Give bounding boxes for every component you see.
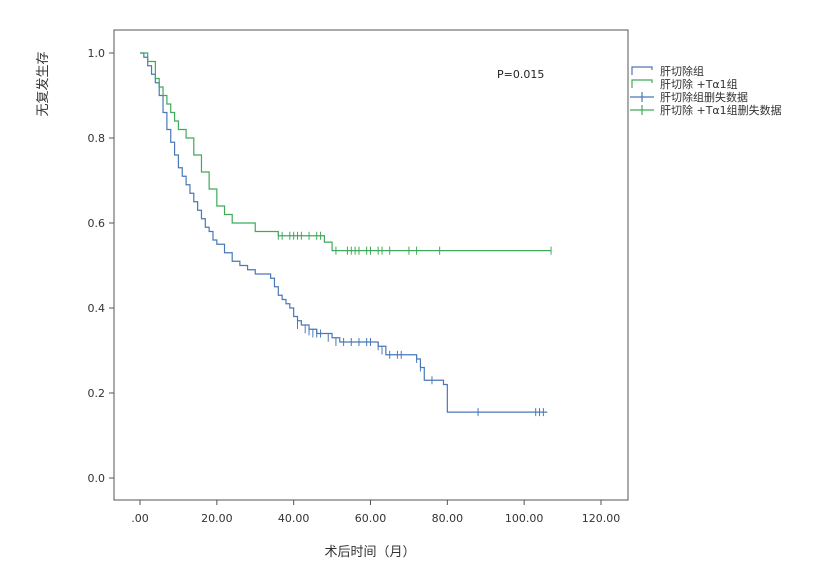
x-tick-label: 40.00 — [278, 512, 310, 525]
legend-label: 肝切除组删失数据 — [660, 90, 748, 104]
x-tick-label: 60.00 — [355, 512, 387, 525]
y-tick-label: 0.8 — [88, 132, 106, 145]
legend-label: 肝切除 +Tα1组 — [660, 77, 738, 91]
x-tick-label: 80.00 — [432, 512, 464, 525]
legend-item-3: 肝切除组删失数据 — [630, 90, 748, 104]
y-tick-label: 0.6 — [88, 217, 106, 230]
p-value-annotation: P=0.015 — [497, 68, 544, 81]
legend-line-icon — [631, 79, 653, 88]
x-tick-label: 100.00 — [505, 512, 544, 525]
x-tick-label: .00 — [131, 512, 149, 525]
y-tick-label: 0.4 — [88, 302, 106, 315]
survival-curve-2 — [140, 52, 552, 252]
legend-item-4: 肝切除 +Tα1组删失数据 — [630, 103, 782, 117]
legend-line-icon — [631, 66, 653, 75]
y-axis-title: 无复发生存 — [35, 51, 51, 116]
plot-frame — [113, 29, 629, 501]
y-tick-label: 0.0 — [88, 472, 106, 485]
x-tick-label: 120.00 — [582, 512, 621, 525]
legend-item-2: 肝切除 +Tα1组 — [631, 77, 738, 91]
legend-item-1: 肝切除组 — [631, 64, 704, 78]
x-tick-label: 20.00 — [201, 512, 233, 525]
x-axis-title: 术后时间（月） — [324, 545, 415, 560]
legend-label: 肝切除 +Tα1组删失数据 — [660, 103, 782, 117]
legend-label: 肝切除组 — [660, 64, 704, 78]
survival-curve-1 — [140, 52, 548, 413]
y-tick-label: 0.2 — [88, 387, 106, 400]
y-tick-label: 1.0 — [88, 47, 106, 60]
